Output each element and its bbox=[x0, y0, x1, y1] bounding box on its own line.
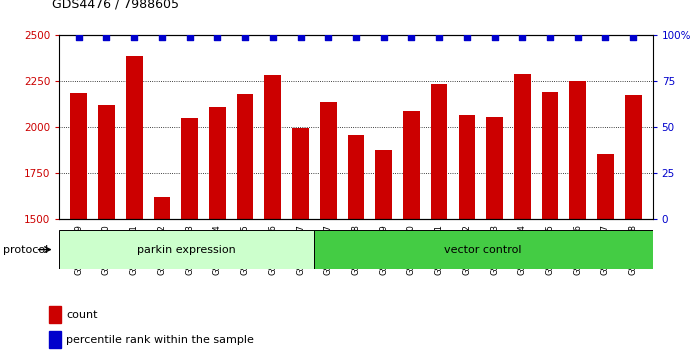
Point bbox=[378, 34, 389, 40]
Point bbox=[73, 34, 84, 40]
Bar bbox=[487, 117, 503, 219]
Point bbox=[600, 34, 611, 40]
Bar bbox=[49, 331, 61, 348]
Point bbox=[572, 34, 584, 40]
Bar bbox=[514, 74, 530, 219]
Bar bbox=[625, 95, 641, 219]
Text: parkin expression: parkin expression bbox=[137, 245, 236, 255]
Point bbox=[489, 34, 500, 40]
Point bbox=[350, 34, 362, 40]
Bar bbox=[59, 230, 313, 269]
Point bbox=[544, 34, 556, 40]
Bar bbox=[376, 150, 392, 219]
Bar bbox=[209, 107, 225, 219]
Bar bbox=[459, 115, 475, 219]
Point bbox=[322, 34, 334, 40]
Bar bbox=[181, 118, 198, 219]
Bar bbox=[431, 84, 447, 219]
Point bbox=[433, 34, 445, 40]
Bar bbox=[265, 75, 281, 219]
Point bbox=[239, 34, 251, 40]
Point bbox=[461, 34, 473, 40]
Text: GDS4476 / 7988605: GDS4476 / 7988605 bbox=[52, 0, 179, 11]
Bar bbox=[348, 135, 364, 219]
Bar bbox=[542, 92, 558, 219]
Bar bbox=[320, 102, 336, 219]
Bar bbox=[403, 111, 419, 219]
Bar bbox=[237, 94, 253, 219]
Bar bbox=[292, 129, 309, 219]
Bar bbox=[49, 306, 61, 323]
Point bbox=[156, 34, 168, 40]
Point bbox=[128, 34, 140, 40]
Text: protocol: protocol bbox=[3, 245, 49, 255]
Bar bbox=[313, 230, 653, 269]
Point bbox=[628, 34, 639, 40]
Bar bbox=[597, 154, 614, 219]
Bar bbox=[126, 56, 142, 219]
Point bbox=[295, 34, 306, 40]
Bar bbox=[98, 105, 114, 219]
Bar bbox=[70, 93, 87, 219]
Text: count: count bbox=[66, 310, 98, 320]
Bar bbox=[570, 81, 586, 219]
Point bbox=[184, 34, 195, 40]
Point bbox=[101, 34, 112, 40]
Point bbox=[517, 34, 528, 40]
Point bbox=[406, 34, 417, 40]
Text: percentile rank within the sample: percentile rank within the sample bbox=[66, 335, 254, 344]
Bar bbox=[154, 198, 170, 219]
Point bbox=[211, 34, 223, 40]
Point bbox=[267, 34, 279, 40]
Text: vector control: vector control bbox=[445, 245, 522, 255]
